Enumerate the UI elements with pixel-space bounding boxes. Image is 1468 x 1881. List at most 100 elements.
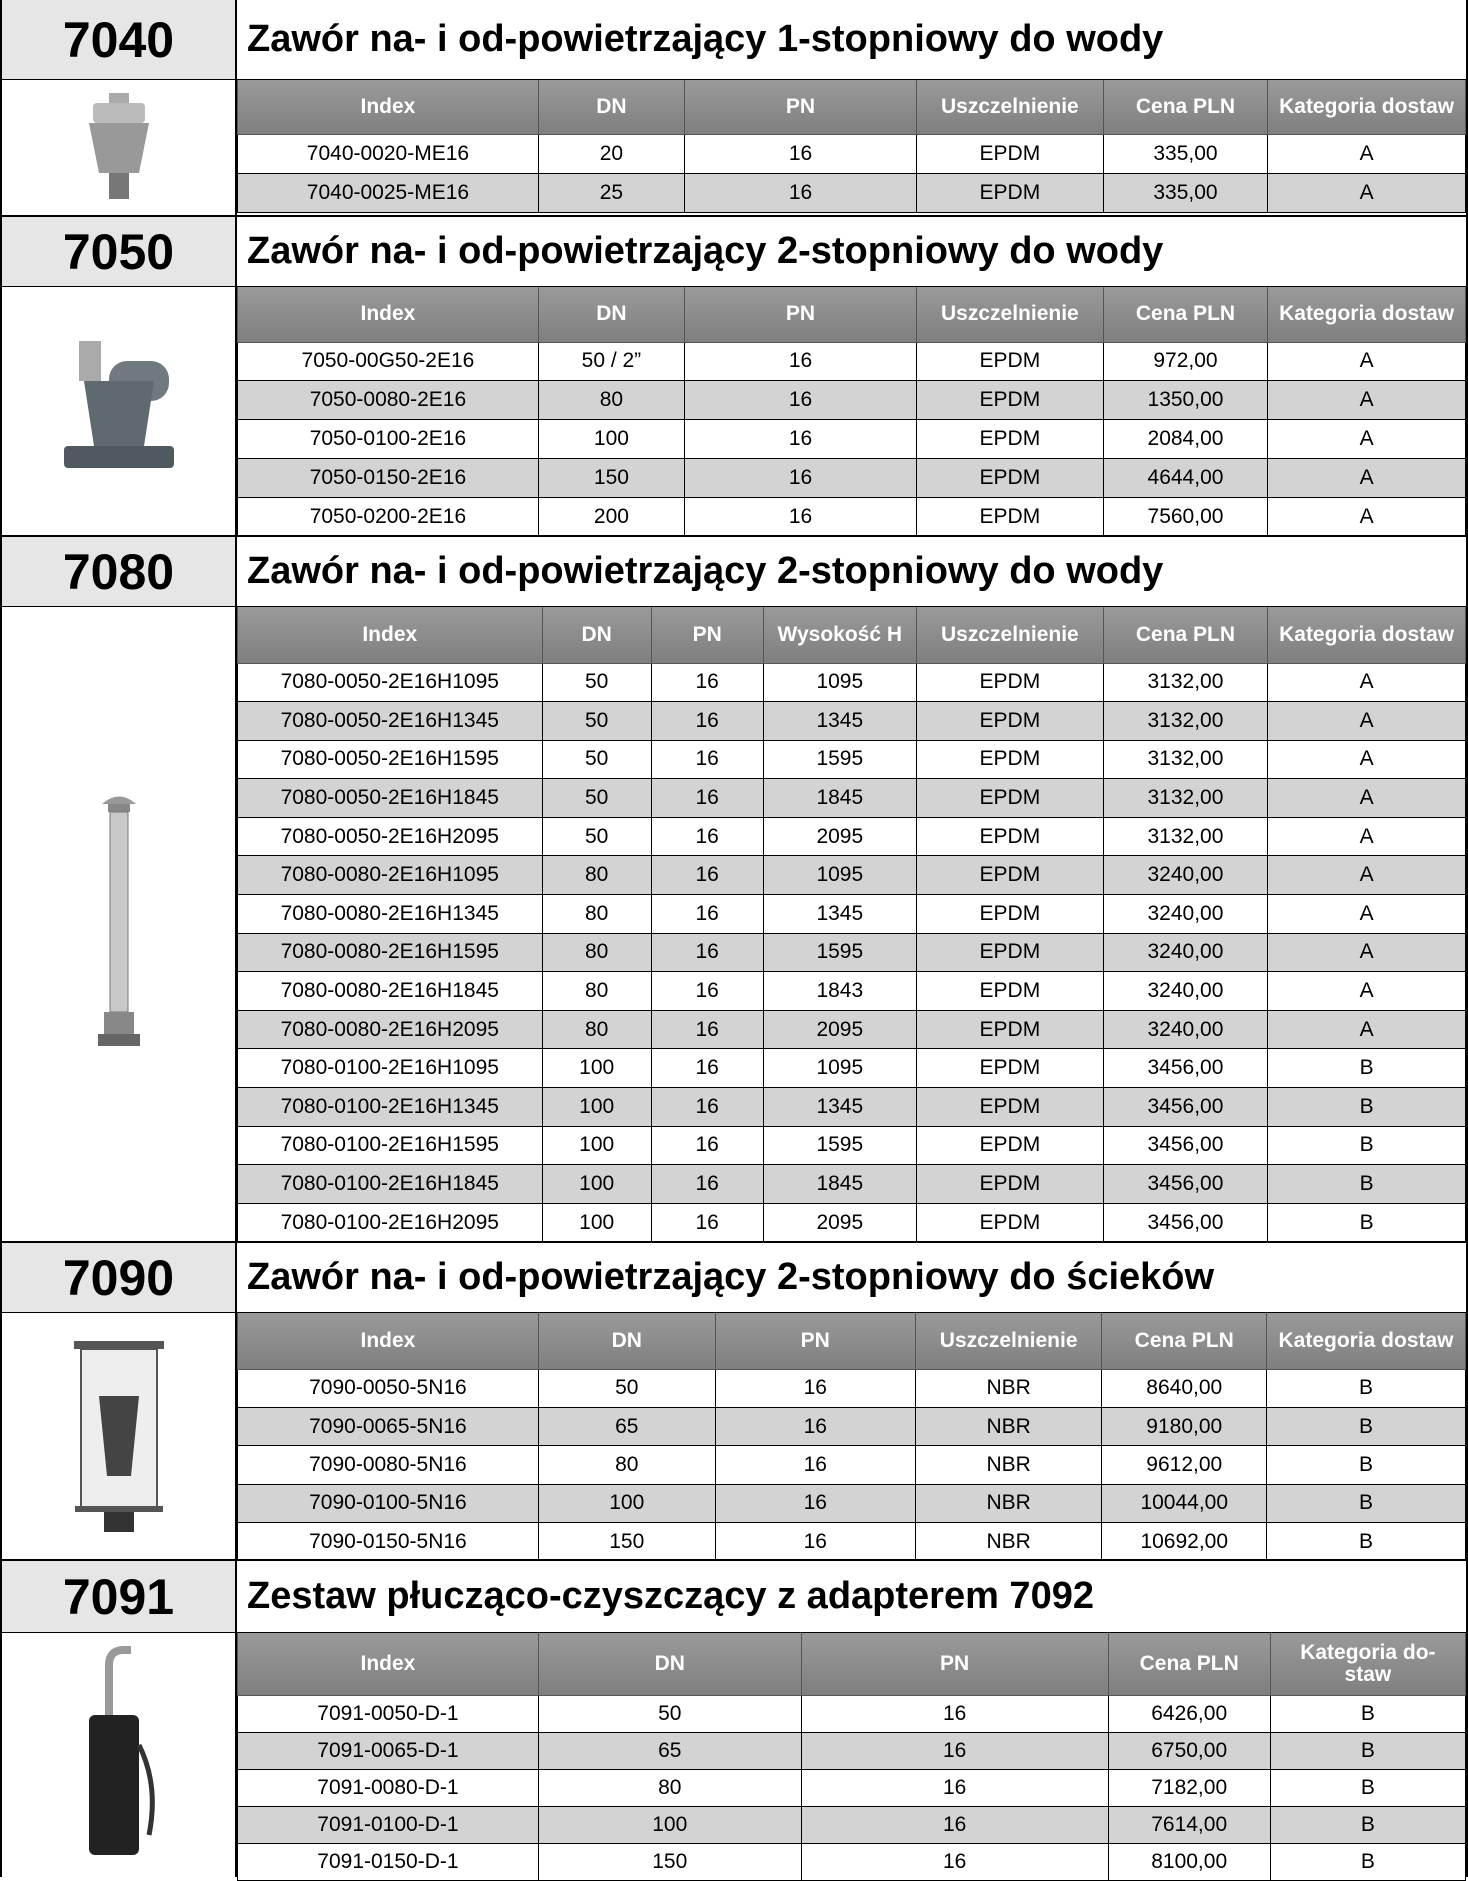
table-cell: 7091-0065-D-1 xyxy=(237,1731,539,1770)
table-cell: 50 xyxy=(541,662,652,703)
column-header: Cena PLN xyxy=(1102,607,1269,664)
table-cell: 1345 xyxy=(762,1087,918,1127)
table-cell: 7080-0050-2E16H1845 xyxy=(237,778,543,818)
table-cell: 80 xyxy=(541,894,652,934)
table-cell: 2095 xyxy=(762,1202,918,1243)
table-cell: 50 xyxy=(541,816,652,857)
column-header: Kategoria dostaw xyxy=(1266,1313,1466,1370)
table-cell: EPDM xyxy=(916,1164,1104,1204)
table-cell: A xyxy=(1267,932,1466,973)
product-title: Zawór na- i od-powietrzający 2-stopniowy… xyxy=(247,230,1164,272)
header-row: Index DN PN Cena PLN Kategoria do- staw xyxy=(237,1633,1467,1696)
table-cell: 16 xyxy=(650,1048,764,1089)
table-cell: 3456,00 xyxy=(1102,1125,1269,1166)
table-cell: 7614,00 xyxy=(1107,1805,1271,1844)
product-code: 7090 xyxy=(2,1243,237,1312)
table-cell: 16 xyxy=(800,1768,1109,1807)
table-cell: 16 xyxy=(650,932,764,973)
table-cell: 7560,00 xyxy=(1102,496,1269,537)
table-cell: 9612,00 xyxy=(1101,1445,1268,1485)
table-cell: 10044,00 xyxy=(1101,1483,1268,1524)
table-cell: 7080-0080-2E16H2095 xyxy=(237,1009,543,1050)
column-header: Kategoria dostaw xyxy=(1267,287,1466,343)
table-row: 7080-0050-2E16H1845 50 16 1845 EPDM 3132,00 A xyxy=(237,778,1466,818)
column-header: Cena PLN xyxy=(1102,80,1269,135)
product-code: 7050 xyxy=(2,217,237,286)
table-cell: 150 xyxy=(537,1522,716,1562)
table-cell: A xyxy=(1267,457,1466,498)
table-cell: 7091-0100-D-1 xyxy=(237,1805,539,1844)
column-header: Index xyxy=(237,1633,539,1696)
table-cell: EPDM xyxy=(916,457,1104,498)
table-cell: EPDM xyxy=(916,380,1104,421)
table-cell: 16 xyxy=(800,1842,1109,1881)
table-cell: A xyxy=(1267,816,1466,857)
table-cell: 7090-0080-5N16 xyxy=(237,1445,539,1485)
table-cell: B xyxy=(1266,1406,1466,1447)
table-cell: 100 xyxy=(541,1125,652,1166)
product-image xyxy=(2,1313,237,1559)
column-header: Index xyxy=(237,287,539,343)
price-table: Index DN PN Uszczelnienie Cena PLN Kategoria … xyxy=(237,287,1466,537)
table-cell: EPDM xyxy=(916,778,1104,818)
table-cell: 335,00 xyxy=(1102,133,1269,174)
table-cell: 16 xyxy=(683,380,918,421)
table-cell: 50 xyxy=(541,739,652,780)
column-header: Uszczelnienie xyxy=(916,80,1104,135)
table-cell: 7182,00 xyxy=(1107,1768,1271,1807)
table-row: 7080-0100-2E16H2095 100 16 2095 EPDM 3456,00 B xyxy=(237,1202,1466,1243)
table-cell: EPDM xyxy=(916,739,1104,780)
table-cell: NBR xyxy=(914,1445,1103,1485)
table-cell: 16 xyxy=(714,1445,916,1485)
table-cell: 16 xyxy=(650,701,764,741)
table-cell: NBR xyxy=(914,1522,1103,1562)
column-header: PN xyxy=(714,1313,916,1370)
product-title: Zawór na- i od-powietrzający 1-stopniowy… xyxy=(247,18,1164,60)
table-cell: 100 xyxy=(541,1087,652,1127)
table-cell: A xyxy=(1267,894,1466,934)
table-cell: 3240,00 xyxy=(1102,932,1269,973)
table-cell: A xyxy=(1267,778,1466,818)
table-cell: 16 xyxy=(683,133,918,174)
table-cell: A xyxy=(1267,172,1466,213)
table-cell: 16 xyxy=(714,1368,916,1408)
column-header: Index xyxy=(237,1313,539,1370)
table-cell: 7050-0200-2E16 xyxy=(237,496,539,537)
table-row: 7080-0080-2E16H1345 80 16 1345 EPDM 3240,00 A xyxy=(237,894,1466,934)
table-cell: 7090-0150-5N16 xyxy=(237,1522,539,1562)
table-cell: 3456,00 xyxy=(1102,1048,1269,1089)
table-cell: 7080-0100-2E16H1345 xyxy=(237,1087,543,1127)
table-cell: 16 xyxy=(650,855,764,896)
table-cell: A xyxy=(1267,380,1466,421)
table-row: 7090-0150-5N16 150 16 NBR 10692,00 B xyxy=(237,1522,1466,1562)
table-cell: EPDM xyxy=(916,1087,1104,1127)
column-header: PN xyxy=(683,287,918,343)
table-cell: B xyxy=(1267,1164,1466,1204)
table-cell: 7091-0050-D-1 xyxy=(237,1694,539,1733)
table-cell: 1350,00 xyxy=(1102,380,1269,421)
header-row: Index DN PN Uszczelnienie Cena PLN Kategoria … xyxy=(237,287,1466,343)
column-header: Cena PLN xyxy=(1107,1633,1271,1696)
product-code: 7040 xyxy=(2,0,237,79)
product-image xyxy=(2,1633,237,1877)
table-cell: 335,00 xyxy=(1102,172,1269,213)
table-cell: EPDM xyxy=(916,1048,1104,1089)
table-cell: 100 xyxy=(537,1483,716,1524)
table-cell: 2095 xyxy=(762,1009,918,1050)
column-header: DN xyxy=(537,1633,802,1696)
table-cell: A xyxy=(1267,1009,1466,1050)
table-cell: 16 xyxy=(800,1805,1109,1844)
table-cell: B xyxy=(1269,1768,1467,1807)
column-header: Kategoria dostaw xyxy=(1267,607,1466,664)
table-cell: 80 xyxy=(537,1768,802,1807)
header-row: Index DN PN Uszczelnienie Cena PLN Kategoria … xyxy=(237,1313,1466,1370)
table-cell: 9180,00 xyxy=(1101,1406,1268,1447)
table-cell: 16 xyxy=(650,1125,764,1166)
table-cell: B xyxy=(1269,1805,1467,1844)
table-row: 7080-0100-2E16H1845 100 16 1845 EPDM 3456,00 B xyxy=(237,1164,1466,1204)
table-cell: 150 xyxy=(537,457,685,498)
table-cell: 80 xyxy=(541,971,652,1011)
column-header: Kategoria dostaw xyxy=(1267,80,1466,135)
table-cell: EPDM xyxy=(916,496,1104,537)
